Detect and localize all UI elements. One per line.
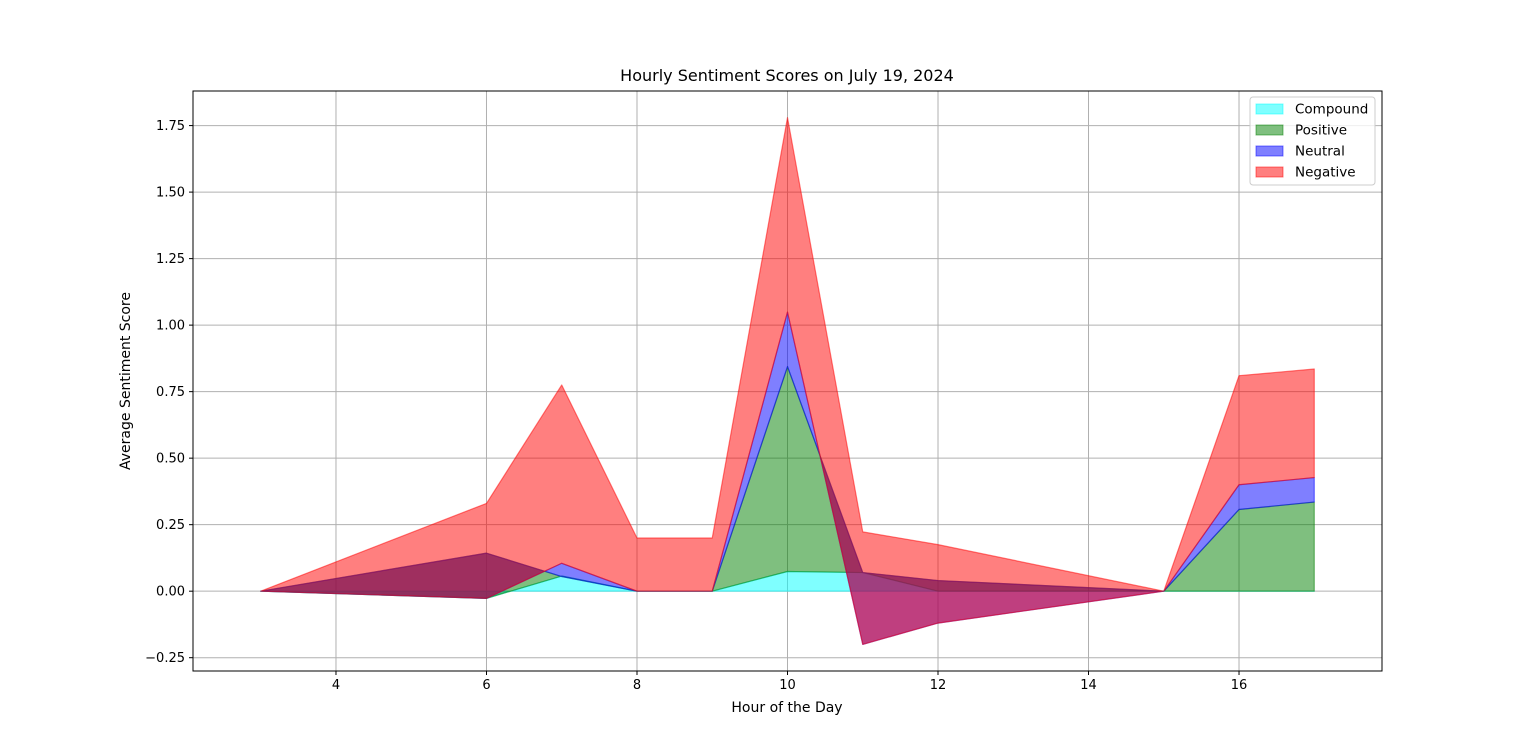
y-tick-label: 1.50 <box>156 186 185 201</box>
x-tick-label: 16 <box>1231 678 1248 693</box>
y-tick-label: 0.00 <box>156 585 185 600</box>
x-tick-label: 14 <box>1080 678 1097 693</box>
legend-swatch-negative <box>1255 166 1284 178</box>
legend-label-positive: Positive <box>1295 123 1347 139</box>
legend-label-neutral: Neutral <box>1295 144 1345 160</box>
legend-swatch-positive <box>1255 124 1284 136</box>
y-tick-label: 0.25 <box>156 518 185 533</box>
y-tick-label: 0.75 <box>156 385 185 400</box>
legend-label-negative: Negative <box>1295 165 1356 181</box>
x-tick-label: 4 <box>332 678 340 693</box>
y-tick-label: 1.25 <box>156 252 185 267</box>
legend-swatch-compound <box>1255 103 1284 115</box>
legend-swatch-neutral <box>1255 145 1284 157</box>
legend-label-compound: Compound <box>1295 102 1368 118</box>
y-tick-label: 1.00 <box>156 319 185 334</box>
legend-box <box>1249 96 1376 186</box>
x-tick-label: 6 <box>482 678 490 693</box>
series-areas <box>260 117 1315 645</box>
y-tick-label: −0.25 <box>145 651 185 666</box>
y-tick-label: 0.50 <box>156 452 185 467</box>
y-axis-label: Average Sentiment Score <box>118 292 134 470</box>
x-tick-label: 10 <box>779 678 796 693</box>
x-tick-label: 8 <box>633 678 641 693</box>
area-negative <box>260 117 1315 645</box>
y-tick-label: 1.75 <box>156 119 185 134</box>
axis-ticks: 4 6 8 10 12 14 16 −0.25 0.00 0.25 0.50 0.75 1.00 1.25… <box>145 119 1247 693</box>
x-axis-label: Hour of the Day <box>731 700 842 716</box>
chart-title: Hourly Sentiment Scores on July 19, 2024 <box>620 66 954 85</box>
legend: Compound Positive Neutral Negative <box>1249 96 1376 186</box>
x-tick-label: 12 <box>930 678 947 693</box>
